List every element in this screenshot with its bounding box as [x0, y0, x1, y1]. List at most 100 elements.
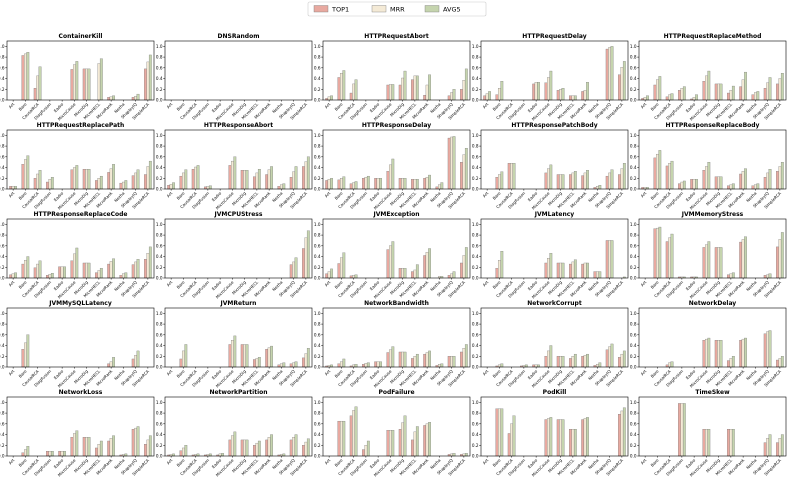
bar-avg5-microcause [549, 70, 553, 101]
bar-mrr-baro [497, 364, 501, 368]
x-tick-label: Art [640, 190, 648, 198]
bar-top1-art [483, 95, 487, 101]
bar-top1-art [167, 185, 171, 190]
bar-mrr-microdig [717, 176, 721, 190]
bar-top1-microrank [581, 263, 585, 279]
bar-avg5-microhecl [731, 85, 735, 101]
bar-top1-microdig [82, 262, 86, 279]
y-tick-label: 0.2 [0, 87, 5, 92]
bar-mrr-causalrca [668, 94, 672, 101]
x-tick-label: Art [166, 101, 174, 109]
bar-mrr-shapleyiq [608, 172, 612, 190]
bar-mrr-simplerca [304, 441, 308, 457]
bar-mrr-microrank [583, 355, 587, 368]
bar-avg5-baro [658, 76, 662, 101]
bar-avg5-microrank [270, 166, 273, 190]
bar-avg5-microcause [391, 241, 395, 279]
y-tick-label: 0.0 [630, 454, 637, 459]
bar-avg5-causalrca [354, 274, 358, 279]
bar-avg5-baro [26, 334, 30, 368]
bar-mrr-art [169, 184, 173, 190]
y-tick-label: 0.0 [156, 454, 163, 459]
bar-avg5-microdig [245, 439, 249, 457]
bar-top1-baro [21, 55, 25, 101]
y-tick-label: 1.0 [472, 133, 479, 138]
bar-top1-microcause [544, 262, 548, 279]
y-tick-label: 0.8 [472, 144, 479, 149]
bar-mrr-shapleyiq [766, 172, 770, 190]
bar-avg5-microhecl [99, 58, 103, 101]
x-tick-label: Art [482, 368, 490, 376]
bar-mrr-causalrca [36, 173, 40, 190]
bar-mrr-shapleyiq [292, 362, 295, 368]
bar-top1-microdig [556, 356, 560, 368]
bar-top1-microcause [386, 84, 390, 101]
bar-mrr-microdig [401, 178, 404, 190]
subplot-frame [322, 40, 471, 101]
bar-avg5-microcause [391, 430, 395, 457]
bar-avg5-microrank [428, 174, 431, 190]
x-tick-label: Baro [650, 368, 660, 378]
y-tick-label: 0.8 [0, 233, 5, 238]
bar-avg5-diagfusion [682, 180, 686, 190]
subplot-frame [480, 40, 629, 101]
bar-top1-simplerca [302, 357, 305, 368]
bar-top1-diagfusion [678, 183, 681, 190]
bar-top1-baro [179, 175, 183, 190]
y-tick-label: 0.0 [314, 187, 321, 192]
bar-avg5-microhecl [573, 95, 577, 101]
bar-top1-art [9, 186, 13, 190]
x-tick-label: Baro [176, 457, 186, 467]
subplot-title: HTTPRequestReplaceMethod [664, 33, 762, 40]
bar-avg5-microdig [561, 262, 565, 279]
bar-mrr-microrank [583, 90, 587, 101]
bar-avg5-art [330, 178, 333, 190]
y-tick-label: 0.8 [314, 55, 321, 60]
y-tick-label: 0.6 [314, 154, 321, 159]
bar-top1-eadro [690, 179, 694, 190]
y-tick-label: 0.2 [156, 176, 163, 181]
bar-top1-shapleyiq [605, 175, 609, 190]
bar-avg5-microhecl [257, 169, 261, 190]
bar-top1-microhecl [727, 185, 730, 190]
y-tick-label: 0.4 [472, 76, 479, 81]
x-tick-label: Art [166, 368, 174, 376]
legend-swatch-top1 [313, 5, 329, 13]
bar-avg5-baro [26, 446, 30, 457]
x-tick-label: Art [482, 190, 490, 198]
y-tick-label: 0.4 [314, 343, 321, 348]
bar-mrr-microrank [741, 171, 745, 190]
bar-avg5-eadro [537, 364, 540, 368]
bar-mrr-causalrca [510, 423, 513, 457]
bar-top1-baro [337, 420, 341, 457]
bar-avg5-microdig [403, 268, 407, 279]
bar-avg5-microhecl [573, 171, 577, 190]
y-tick-label: 0.8 [314, 144, 321, 149]
subplot-httpresponsedelay: HTTPResponseDelay 0.0 0.2 0.4 0.6 0.8 1.0 Art Ba… [314, 122, 471, 211]
y-tick-label: 0.8 [156, 144, 163, 149]
bar-top1-microdig [398, 84, 402, 101]
bar-top1-shapleyiq [447, 275, 451, 279]
y-tick-label: 0.8 [472, 322, 479, 327]
y-tick-label: 0.2 [314, 443, 321, 448]
bar-avg5-microdig [719, 83, 723, 101]
y-tick-label: 0.4 [630, 165, 637, 170]
y-tick-label: 0.4 [630, 76, 637, 81]
bar-mrr-shapleyiq [766, 438, 770, 457]
bar-top1-causalrca [349, 275, 353, 279]
bar-avg5-microdig [561, 356, 565, 368]
bar-top1-baro [495, 408, 499, 457]
bar-avg5-microcause [75, 430, 79, 457]
y-tick-label: 0.4 [156, 343, 163, 348]
bar-mrr-nezha [754, 184, 757, 190]
bar-mrr-simplerca [620, 168, 624, 190]
bar-avg5-shapleyiq [610, 169, 614, 190]
bar-top1-microhecl [95, 447, 98, 457]
bar-mrr-shapleyiq [766, 331, 770, 368]
bar-avg5-shapleyiq [768, 330, 772, 368]
bar-avg5-simplerca [464, 344, 468, 368]
y-tick-label: 0.8 [630, 322, 637, 327]
bar-top1-microdig [556, 262, 560, 279]
